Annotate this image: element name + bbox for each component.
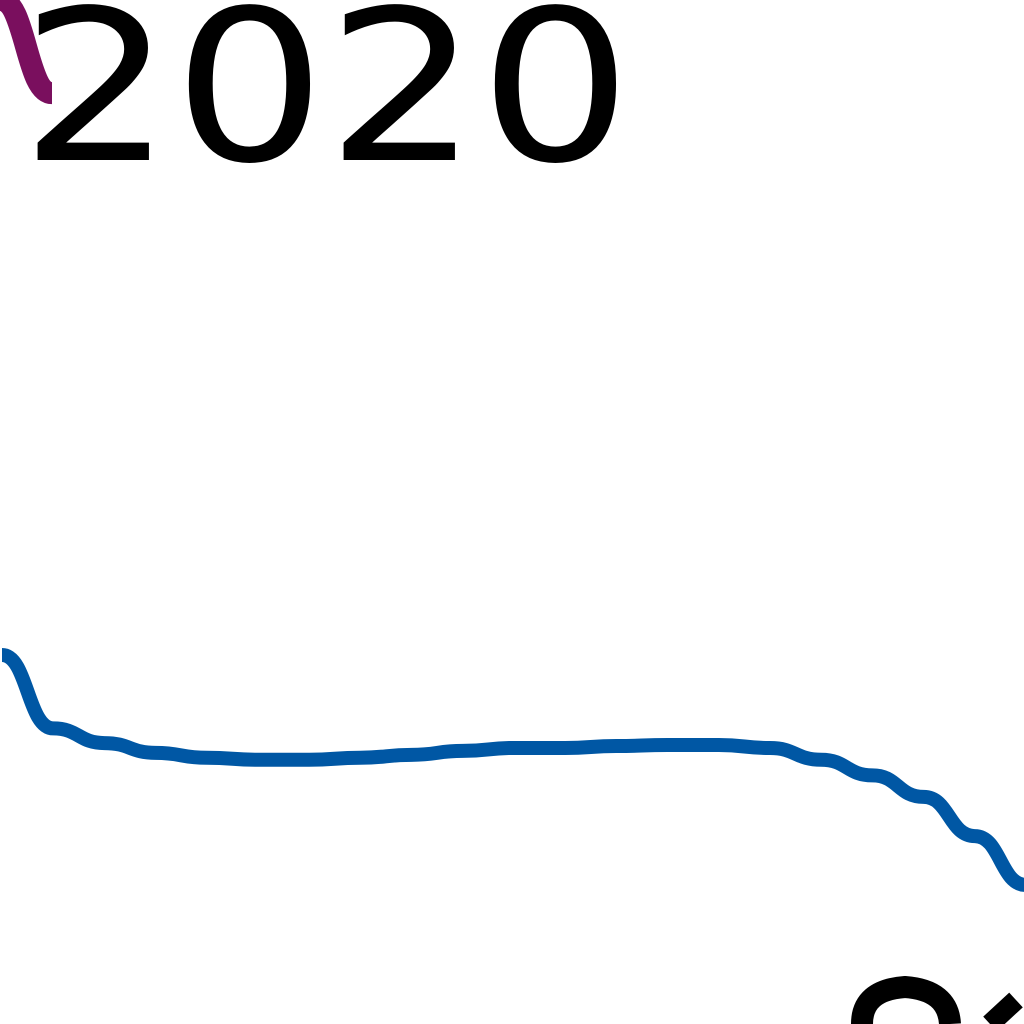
partial-tick-label-glyph [983,992,1023,1024]
series-line-blue [0,648,1024,892]
series-layer [0,0,1024,892]
year-annotation: 2020 [20,0,632,210]
partial-tick-label-glyph [851,975,961,1024]
series-line-magenta [0,0,55,105]
